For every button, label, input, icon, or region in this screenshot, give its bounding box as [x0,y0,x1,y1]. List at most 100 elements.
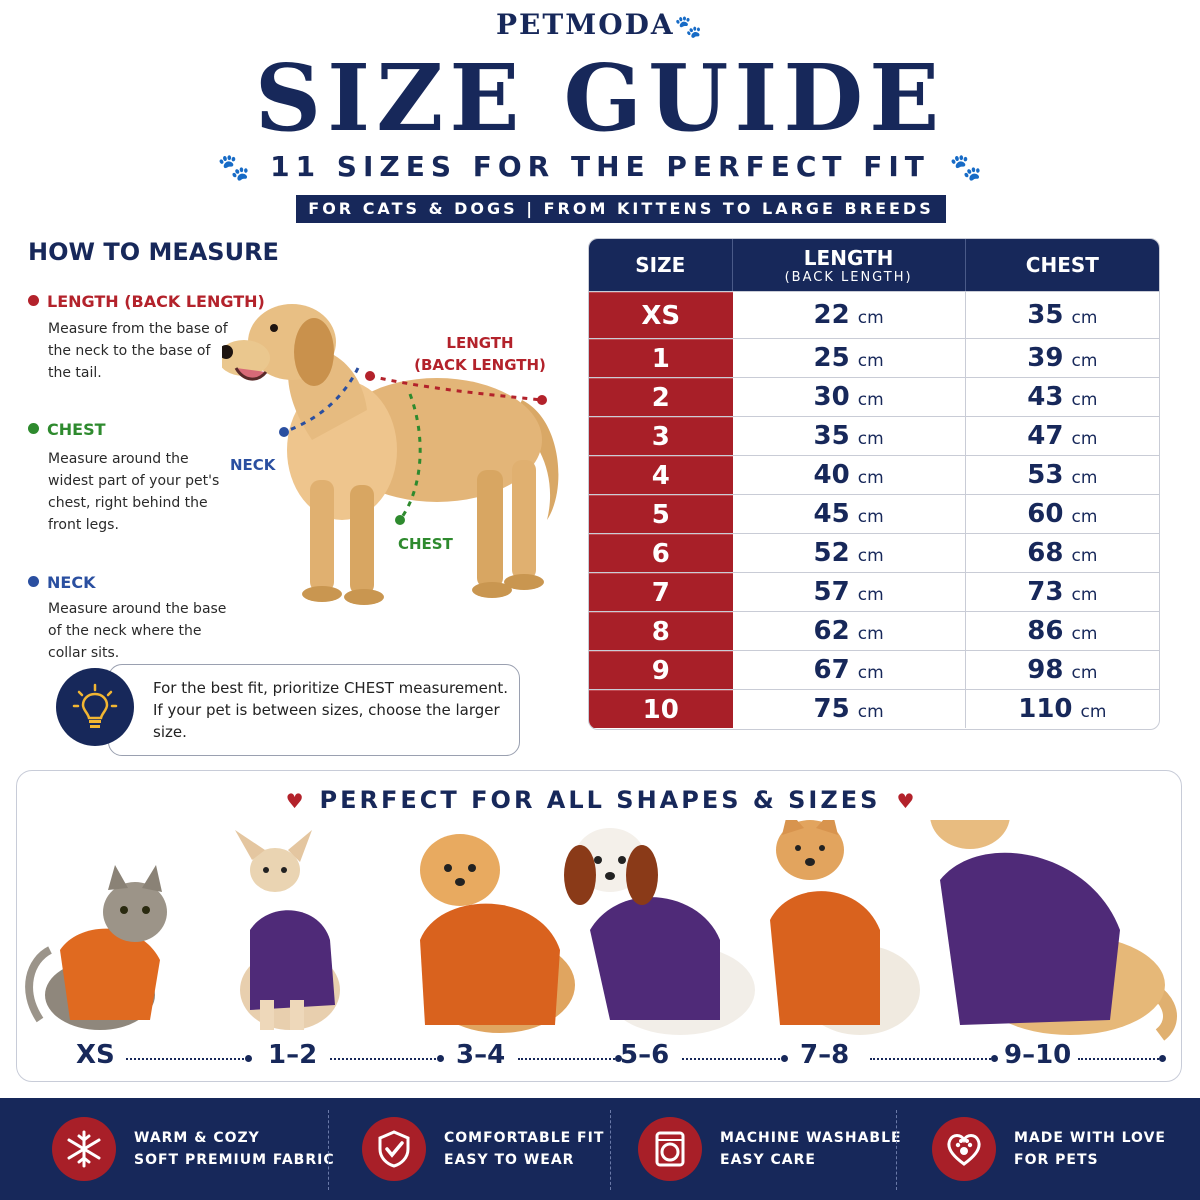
header-length-sub: (BACK LENGTH) [784,269,913,285]
length-value: 40 [813,460,850,490]
chest-cell: 53 cm [966,456,1159,494]
chest-unit: cm [1080,702,1107,722]
length-value: 75 [813,694,850,724]
lightbulb-icon [56,668,134,746]
shield-check-icon [362,1117,426,1181]
feature-comfort: COMFORTABLE FIT EASY TO WEAR [362,1098,604,1200]
footer-divider [610,1110,611,1190]
length-value: 45 [813,499,850,529]
brand-logo: PETMODA🐾 [0,8,1200,41]
dog-chest-label: CHEST [398,535,453,553]
scale-connector [1078,1055,1166,1062]
dog-neck-label: NECK [230,456,276,474]
table-row: 10 75 cm 110 cm [589,689,1159,728]
chest-heading-text: CHEST [47,420,106,439]
paw-icon: 🐾 [217,153,251,183]
chest-cell: 68 cm [966,534,1159,572]
header-length: LENGTH (BACK LENGTH) [733,239,966,291]
length-value: 30 [813,382,850,412]
chest-value: 110 [1018,694,1073,724]
heart-paw-icon [932,1117,996,1181]
size-cell: 3 [589,417,733,455]
golden-retriever-icon [218,304,559,605]
chest-unit: cm [1071,507,1098,527]
scale-label-1-2: 1–2 [268,1040,318,1070]
size-value: 6 [651,538,670,569]
washing-machine-icon [638,1117,702,1181]
size-value: 3 [651,421,670,452]
table-row: 6 52 cm 68 cm [589,533,1159,572]
length-value: 22 [813,300,850,330]
size-cell: 5 [589,495,733,533]
table-header: SIZE LENGTH (BACK LENGTH) CHEST [589,239,1159,291]
subtitle-text: 11 SIZES FOR THE PERFECT FIT [270,150,930,183]
page-title: SIZE GUIDE [254,44,946,152]
header-chest-text: CHEST [1025,253,1099,277]
length-value: 67 [813,655,850,685]
length-value: 25 [813,343,850,373]
subtitle: 🐾 11 SIZES FOR THE PERFECT FIT 🐾 [0,150,1200,183]
feature-love-line2: FOR PETS [1014,1152,1099,1168]
heart-icon: ♥ [285,789,304,813]
length-cell: 35 cm [733,417,966,455]
chest-value: 35 [1027,300,1064,330]
footer-divider [328,1110,329,1190]
scale-label-3-4: 3–4 [456,1040,506,1070]
length-value: 35 [813,421,850,451]
blue-dot-icon [28,576,39,587]
chest-cell: 47 cm [966,417,1159,455]
scale-label-xs: XS [76,1040,115,1070]
scale-connector [518,1055,622,1062]
size-cell: 7 [589,573,733,611]
chest-cell: 60 cm [966,495,1159,533]
length-unit: cm [857,390,884,410]
chest-value: 73 [1027,577,1064,607]
length-cell: 45 cm [733,495,966,533]
table-row: 5 45 cm 60 cm [589,494,1159,533]
feature-comfort-line2: EASY TO WEAR [444,1152,575,1168]
pets-lineup [20,781,1180,1045]
chest-unit: cm [1071,468,1098,488]
shapes-panel [16,770,1182,1082]
table-row: 1 25 cm 39 cm [589,338,1159,377]
length-value: 52 [813,538,850,568]
shiba-orange-hoodie-icon [770,810,920,1035]
feature-comfort-line1: COMFORTABLE FIT [444,1130,605,1146]
feature-love: MADE WITH LOVE FOR PETS [932,1098,1166,1200]
size-cell: 6 [589,534,733,572]
length-cell: 40 cm [733,456,966,494]
chest-unit: cm [1071,663,1098,683]
size-value: 7 [651,577,670,608]
length-unit: cm [857,624,884,644]
chest-cell: 35 cm [966,292,1159,338]
chest-unit: cm [1071,351,1098,371]
chest-value: 53 [1027,460,1064,490]
chest-unit: cm [1071,585,1098,605]
chest-value: 39 [1027,343,1064,373]
chest-value: 43 [1027,382,1064,412]
chest-cell: 98 cm [966,651,1159,689]
size-cell: 8 [589,612,733,650]
size-value: 4 [651,460,670,491]
length-cell: 30 cm [733,378,966,416]
scale-label-9-10: 9–10 [1004,1040,1072,1070]
length-unit: cm [857,546,884,566]
chest-value: 47 [1027,421,1064,451]
size-value: 9 [651,655,670,686]
length-unit: cm [857,585,884,605]
length-value: 57 [813,577,850,607]
length-description: Measure from the base of the neck to the… [48,321,228,381]
cavalier-purple-hoodie-icon [564,828,755,1035]
dog-length-label: LENGTH (BACK LENGTH) [410,332,550,376]
size-cell: 9 [589,651,733,689]
chest-cell: 73 cm [966,573,1159,611]
table-row: XS 22 cm 35 cm [589,291,1159,338]
header-length-text: LENGTH [803,245,894,270]
shapes-title-text: PERFECT FOR ALL SHAPES & SIZES [319,786,881,814]
scale-connector [682,1055,788,1062]
chest-value: 98 [1027,655,1064,685]
chest-value: 86 [1027,616,1064,646]
heart-icon: ♥ [896,789,915,813]
length-cell: 75 cm [733,690,966,728]
size-value: 10 [642,694,679,725]
